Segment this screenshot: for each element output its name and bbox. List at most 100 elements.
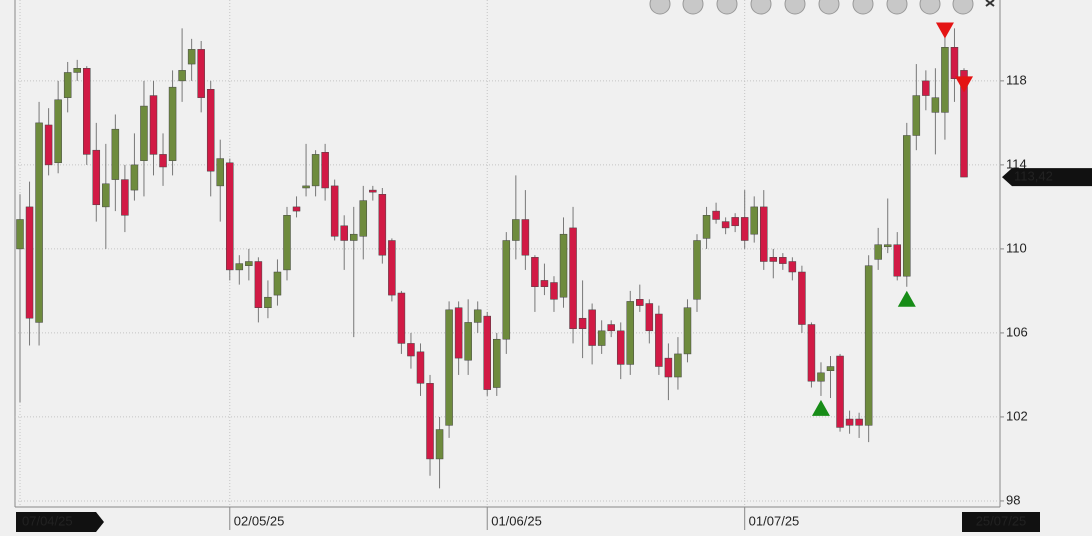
toolbar-button[interactable] <box>952 0 974 15</box>
candle-body <box>760 206 768 262</box>
candle-body <box>206 89 215 172</box>
toolbar-button[interactable] <box>716 0 738 15</box>
candle-body <box>302 185 310 189</box>
candle-body <box>788 261 797 273</box>
candle-body <box>845 418 854 426</box>
toolbar-button[interactable] <box>886 0 908 15</box>
candle-body <box>655 313 663 367</box>
candle-body <box>388 240 396 296</box>
candle-body <box>426 383 434 460</box>
y-tick-label: 118 <box>1006 72 1027 87</box>
candle-body <box>693 240 701 300</box>
candle-body <box>922 80 930 96</box>
candle-body <box>187 49 196 65</box>
candle-body <box>683 307 692 355</box>
candle-body <box>464 322 472 361</box>
candle-body <box>807 324 816 382</box>
toolbar-button[interactable] <box>682 0 704 15</box>
candle-body <box>540 280 549 287</box>
candle-body <box>92 149 101 206</box>
candle-body <box>416 351 425 384</box>
candle-body <box>73 68 81 73</box>
candle-body <box>483 315 491 390</box>
candle-body <box>63 72 72 98</box>
plot: 98 102 106 110 114 118 07/04/25 02/05/25 01/06/2… <box>15 0 1092 532</box>
toolbar <box>649 0 995 15</box>
candle-body <box>836 355 844 428</box>
toolbar-button[interactable] <box>919 0 941 15</box>
candle-body <box>798 271 806 325</box>
toolbar-button[interactable] <box>750 0 772 15</box>
candle-body <box>273 271 282 296</box>
candle-body <box>245 261 253 266</box>
candle-body <box>130 164 139 191</box>
candle-body <box>731 217 739 227</box>
toolbar-button[interactable] <box>852 0 874 15</box>
candle-body <box>321 152 329 189</box>
toolbar-button[interactable] <box>818 0 840 15</box>
y-tick-label: 98 <box>1006 492 1020 507</box>
candle-body <box>712 210 720 220</box>
candle-body <box>521 219 530 256</box>
last-price-tag <box>1002 168 1092 187</box>
candle-body <box>292 206 301 212</box>
candle-body <box>550 282 558 300</box>
candle-body <box>197 49 205 98</box>
candle-body <box>35 122 43 323</box>
candle-body <box>893 244 902 277</box>
candle-body <box>140 105 148 161</box>
candle-body <box>578 317 587 329</box>
y-tick-label: 114 <box>1006 156 1027 171</box>
date-tag <box>16 512 104 532</box>
candle-body <box>826 366 835 371</box>
candle-body <box>674 353 682 378</box>
candle-body <box>226 162 234 271</box>
candle-body <box>216 158 224 187</box>
candle-body <box>750 206 758 235</box>
candle-body <box>531 257 539 287</box>
candle-body <box>369 189 377 193</box>
candle-body <box>626 301 635 365</box>
candle-body <box>817 372 825 382</box>
candle-body <box>159 154 167 168</box>
candle-body <box>407 343 415 357</box>
candle-body <box>435 429 444 460</box>
candle-body <box>855 418 863 426</box>
candle-body <box>264 296 272 308</box>
candle-body <box>178 70 186 82</box>
candle-body <box>664 357 673 378</box>
candle-body <box>912 95 921 136</box>
candle-body <box>721 221 730 229</box>
x-tick-label: 25/07/25 <box>976 513 1027 528</box>
candle-body <box>950 47 959 80</box>
candle-body <box>397 292 406 344</box>
candle-body <box>864 265 873 426</box>
candle-body <box>54 99 62 164</box>
candle-body <box>168 86 177 161</box>
toolbar-button[interactable] <box>649 0 671 15</box>
candle-body <box>25 206 34 319</box>
last-price-label: 113,42 <box>1014 169 1053 184</box>
candle-body <box>769 257 778 262</box>
candle-body <box>44 124 53 166</box>
candle-body <box>931 97 940 113</box>
candle-body <box>102 183 110 208</box>
close-button[interactable] <box>985 0 995 7</box>
candle-body <box>349 233 358 241</box>
candle-body <box>445 309 453 426</box>
candle-body <box>903 135 911 277</box>
candle-body <box>960 70 968 178</box>
x-tick-label: 01/07/25 <box>749 513 800 528</box>
candle-body <box>359 200 368 237</box>
x-tick-label: 07/04/25 <box>22 513 73 528</box>
x-tick-label: 01/06/25 <box>491 513 542 528</box>
sell-signal <box>955 76 973 93</box>
toolbar-button[interactable] <box>784 0 806 15</box>
buy-signal <box>811 399 830 416</box>
y-tick-label: 110 <box>1006 240 1027 255</box>
y-tick-label: 102 <box>1006 408 1028 423</box>
candle-body <box>645 303 654 332</box>
sell-signal <box>935 22 954 39</box>
candle-body <box>512 219 520 241</box>
candle-body <box>378 194 387 256</box>
